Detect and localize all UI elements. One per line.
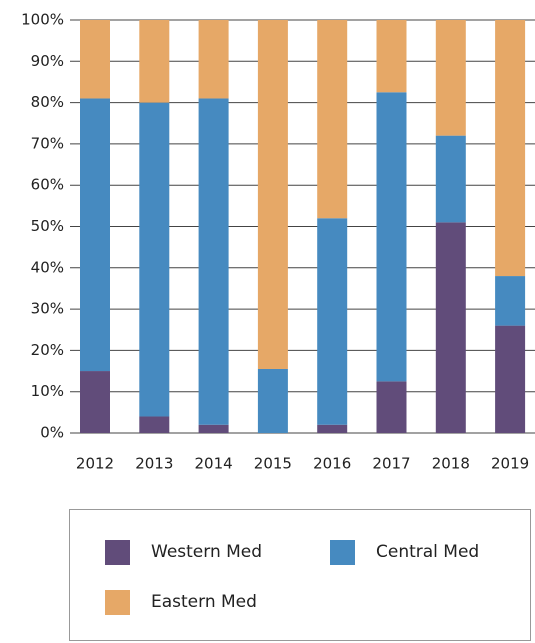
bar-segment [317,20,348,219]
y-tick-label: 90% [31,52,64,70]
legend-label: Central Med [376,542,479,562]
y-tick-label: 50% [31,217,64,235]
bar-segment [317,424,348,433]
y-tick-label: 100% [21,11,64,29]
x-tick-label: 2018 [432,455,470,473]
bar-segment [257,20,288,369]
bar-segment [139,20,170,103]
x-tick-label: 2017 [372,455,410,473]
bar-segment [198,20,229,99]
legend-swatch [330,540,355,565]
y-tick-label: 30% [31,300,64,318]
legend-swatch [105,540,130,565]
bar-segment [80,98,110,372]
y-tick-label: 70% [31,134,64,152]
bar-segment [495,276,526,326]
bar-segment [495,20,526,277]
bar-segment [198,98,229,425]
bar-segment [435,222,466,433]
bar-segment [376,381,407,433]
y-tick-label: 60% [31,176,64,194]
legend-swatch [105,590,130,615]
bar-segment [257,368,288,433]
bar-segment [317,218,348,425]
legend-label: Western Med [151,542,262,562]
bar-segment [435,135,466,223]
y-tick-label: 0% [40,424,64,442]
y-tick-label: 40% [31,258,64,276]
y-tick-label: 80% [31,93,64,111]
y-tick-label: 10% [31,382,64,400]
bar-segment [495,325,526,433]
x-tick-label: 2012 [76,455,114,473]
x-tick-label: 2014 [195,455,233,473]
y-tick-label: 20% [31,341,64,359]
bar-segment [376,20,407,93]
bar-segment [80,371,110,433]
x-tick-label: 2019 [491,455,529,473]
x-tick-label: 2015 [254,455,292,473]
bar-segment [139,416,170,433]
x-tick-label: 2016 [313,455,351,473]
legend-box [69,509,531,641]
bar-segment [376,92,407,382]
legend-label: Eastern Med [151,592,257,612]
bar-segment [435,20,466,136]
x-tick-label: 2013 [135,455,173,473]
bar-segment [139,102,170,417]
bar-segment [80,20,110,99]
bar-segment [198,424,229,433]
